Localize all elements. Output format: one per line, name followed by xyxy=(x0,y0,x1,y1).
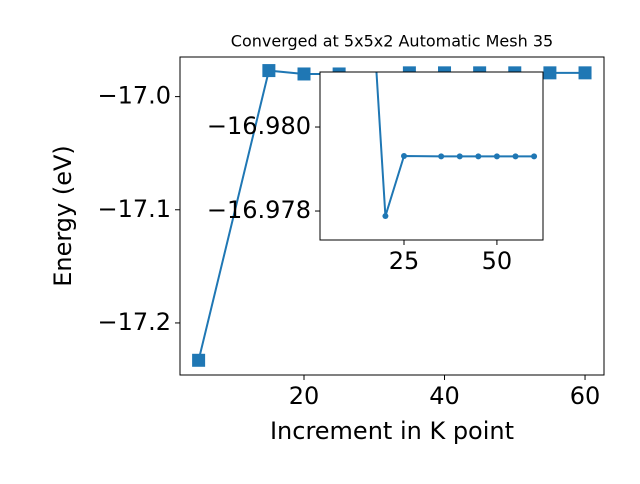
plot-frame xyxy=(179,56,605,376)
y-tick-label: −17.0 xyxy=(97,82,171,110)
data-point xyxy=(400,153,407,159)
x-tick-label: 50 xyxy=(482,247,513,275)
y-tick-label: −16.978 xyxy=(207,196,311,224)
x-tick-label: 20 xyxy=(289,382,320,410)
data-point xyxy=(382,213,389,220)
data-point xyxy=(438,153,445,160)
data-point xyxy=(262,64,276,78)
data-point xyxy=(512,153,519,160)
y-tick-label: −17.1 xyxy=(97,195,171,223)
data-point xyxy=(475,153,482,160)
data-point xyxy=(493,153,500,160)
data-point xyxy=(531,153,538,160)
x-tick-label: 25 xyxy=(389,247,420,275)
data-point xyxy=(543,66,557,80)
chart-title: Converged at 5x5x2 Automatic Mesh 35 xyxy=(231,32,553,51)
data-point xyxy=(192,353,206,367)
y-tick-label: −16.980 xyxy=(207,112,311,140)
series-group xyxy=(375,72,538,220)
plot-frame xyxy=(319,71,544,241)
y-tick-label: −17.2 xyxy=(97,308,171,336)
x-tick-label: 40 xyxy=(429,382,460,410)
y-axis-label: Energy (eV) xyxy=(49,145,77,287)
data-point xyxy=(578,66,592,80)
data-point xyxy=(297,67,311,81)
x-tick-label: 60 xyxy=(570,382,601,410)
x-axis-label: Increment in K point xyxy=(270,417,514,445)
data-point xyxy=(456,153,463,160)
